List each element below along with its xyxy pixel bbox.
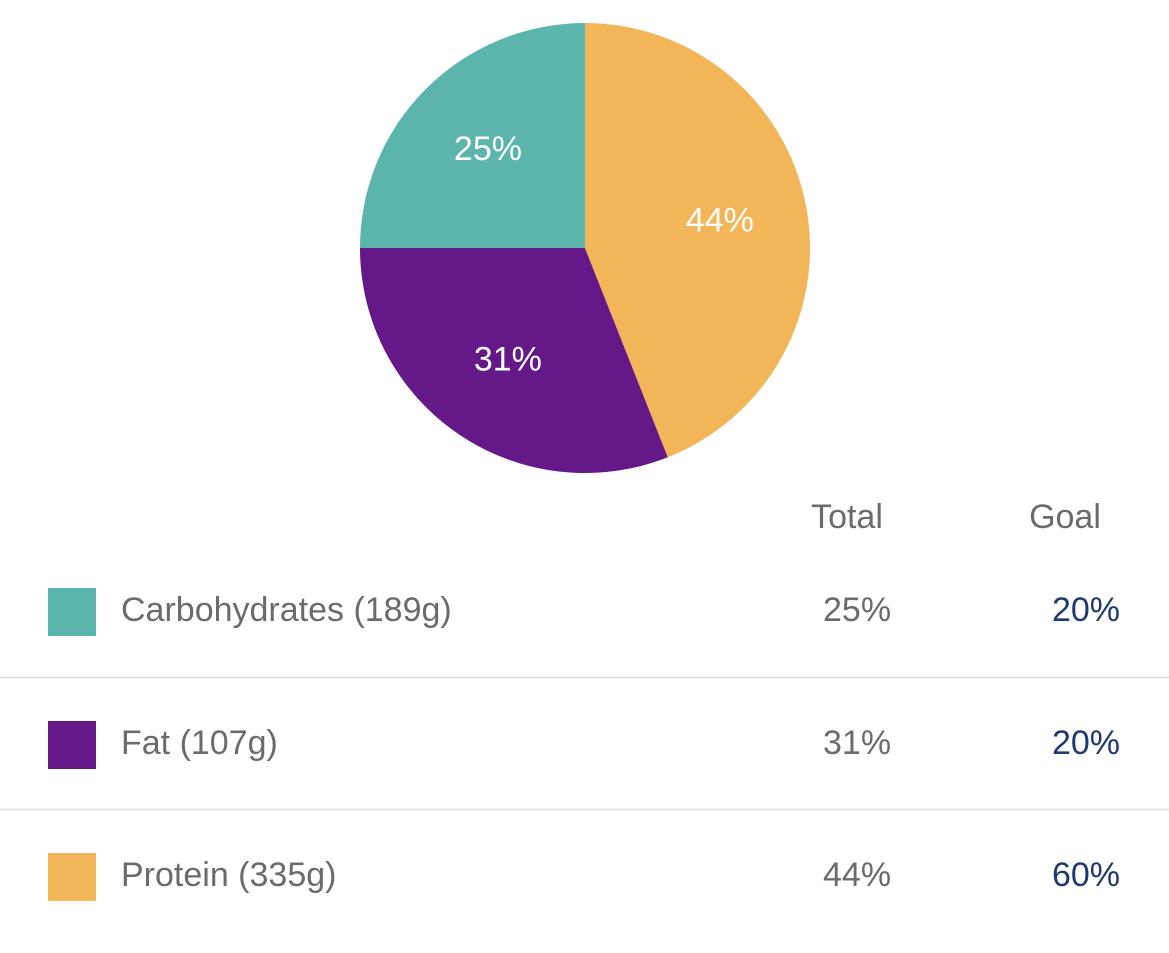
pie-slice: [585, 23, 810, 458]
legend-swatch: [48, 588, 96, 636]
slice-label: 31%: [474, 341, 542, 379]
slice-label: 44%: [686, 201, 754, 239]
total-percent: 31%: [823, 724, 891, 762]
total-percent: 25%: [823, 591, 891, 629]
goal-header: Goal: [1029, 498, 1101, 536]
macro-name: Protein (335g): [121, 856, 336, 894]
macro-name: Carbohydrates (189g): [121, 591, 452, 629]
slice-label: 25%: [454, 130, 522, 168]
goal-percent: 20%: [1052, 591, 1120, 629]
goal-percent: 60%: [1052, 856, 1120, 894]
pie-slice: [360, 23, 585, 248]
total-header: Total: [811, 498, 883, 536]
macro-name: Fat (107g): [121, 724, 278, 762]
goal-percent: 20%: [1052, 724, 1120, 762]
legend-swatch: [48, 721, 96, 769]
pie-slice: [360, 248, 668, 473]
total-percent: 44%: [823, 856, 891, 894]
legend-swatch: [48, 853, 96, 901]
